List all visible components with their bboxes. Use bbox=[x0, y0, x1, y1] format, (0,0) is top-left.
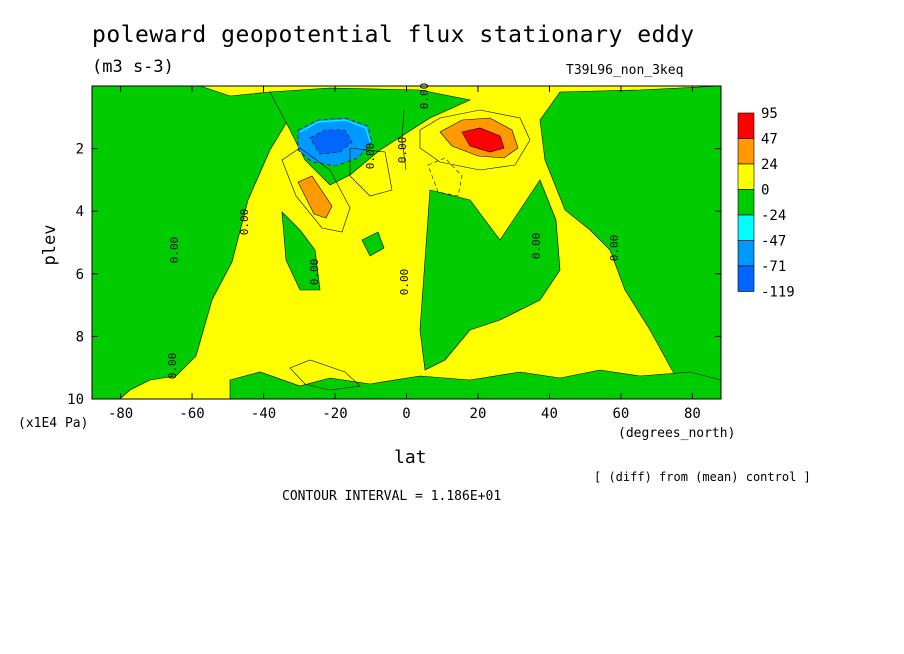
y-tick-label: 4 bbox=[76, 204, 84, 220]
contour-label: 0.00 bbox=[530, 233, 543, 260]
contour-line-2 bbox=[281, 147, 351, 233]
chart-title: poleward geopotential flux stationary ed… bbox=[92, 22, 695, 48]
colorbar-label: 24 bbox=[761, 157, 778, 173]
units-label: (m3 s-3) bbox=[92, 57, 174, 77]
colorbar-label: 0 bbox=[761, 183, 769, 199]
colorbar-swatch bbox=[737, 265, 755, 292]
positive-region-southern bbox=[297, 175, 333, 219]
x-unit-label: (degrees_north) bbox=[618, 426, 736, 441]
contour-lines bbox=[281, 109, 531, 391]
colorbar-swatch bbox=[737, 138, 755, 165]
contour-label: 0.00 bbox=[608, 235, 621, 262]
contour-label: 0.00 bbox=[398, 269, 411, 296]
contour-field bbox=[92, 86, 721, 399]
x-tick-label: -20 bbox=[322, 406, 347, 422]
x-axis-label: lat bbox=[394, 447, 427, 468]
green-region-southern-band bbox=[281, 211, 321, 291]
x-tick-label: -80 bbox=[108, 406, 133, 422]
x-tick-label: -40 bbox=[251, 406, 276, 422]
y-tick-label: 8 bbox=[76, 329, 84, 345]
colorbar-label: -119 bbox=[761, 285, 795, 301]
y-scale-note: (x1E4 Pa) bbox=[18, 416, 89, 431]
green-region-north bbox=[539, 86, 721, 399]
x-axis-ticks: -80 -60 -40 -20 0 20 40 60 80 bbox=[108, 86, 701, 422]
diff-note: [ (diff) from (mean) control ] bbox=[594, 470, 811, 484]
experiment-label: T39L96_non_3keq bbox=[566, 63, 684, 78]
y-axis-label: plev bbox=[40, 225, 60, 266]
y-tick-label: 10 bbox=[67, 392, 84, 408]
y-axis-ticks: 2 4 6 8 10 bbox=[67, 142, 721, 408]
contour-line-5 bbox=[289, 359, 361, 391]
green-region-equator bbox=[419, 179, 561, 371]
x-tick-label: 80 bbox=[684, 406, 701, 422]
colorbar-label: -47 bbox=[761, 234, 786, 250]
colorbar-swatch bbox=[737, 240, 755, 267]
contour-label: 0.00 bbox=[364, 143, 377, 170]
negative-region-inner bbox=[309, 129, 353, 155]
green-region-south bbox=[92, 86, 301, 399]
colorbar-label: 47 bbox=[761, 132, 778, 148]
x-tick-label: 20 bbox=[470, 406, 487, 422]
positive-region-inner bbox=[461, 127, 505, 153]
colorbar-swatch bbox=[737, 189, 755, 216]
contour-interval-label: CONTOUR INTERVAL = 1.186E+01 bbox=[282, 489, 502, 504]
colorbar-swatch bbox=[737, 112, 755, 139]
green-region-small-blob bbox=[361, 231, 385, 257]
colorbar-swatch bbox=[737, 214, 755, 241]
colorbar-swatch bbox=[737, 163, 755, 190]
colorbar-label: -24 bbox=[761, 208, 786, 224]
negative-region-cyan-edge bbox=[299, 119, 371, 143]
colorbar-label: -71 bbox=[761, 259, 786, 275]
x-tick-label: 60 bbox=[613, 406, 630, 422]
x-tick-label: 0 bbox=[402, 406, 410, 422]
y-tick-label: 6 bbox=[76, 267, 84, 283]
x-tick-label: 40 bbox=[541, 406, 558, 422]
colorbar-label: 95 bbox=[761, 106, 778, 122]
contour-label: 0.00 bbox=[418, 83, 431, 110]
contour-label: 0.00 bbox=[308, 259, 321, 286]
colorbar: 95 47 24 0 -24 -47 -71 -119 bbox=[737, 106, 795, 301]
contour-line-4 bbox=[427, 157, 463, 197]
contour-label: 0.00 bbox=[166, 353, 179, 380]
x-tick-label: -60 bbox=[179, 406, 204, 422]
contour-line-1 bbox=[419, 109, 531, 171]
contour-label: 0.00 bbox=[168, 237, 181, 264]
contour-label: 0.00 bbox=[396, 137, 409, 164]
contour-labels: 0.00 0.00 0.00 0.00 0.00 0.00 0.00 0.00 0.00 0.00 bbox=[166, 83, 621, 380]
y-tick-label: 2 bbox=[76, 142, 84, 158]
green-region-surface bbox=[229, 369, 721, 399]
contour-line-3 bbox=[349, 147, 393, 197]
contour-line-6 bbox=[401, 109, 407, 171]
contour-label: 0.00 bbox=[238, 209, 251, 236]
